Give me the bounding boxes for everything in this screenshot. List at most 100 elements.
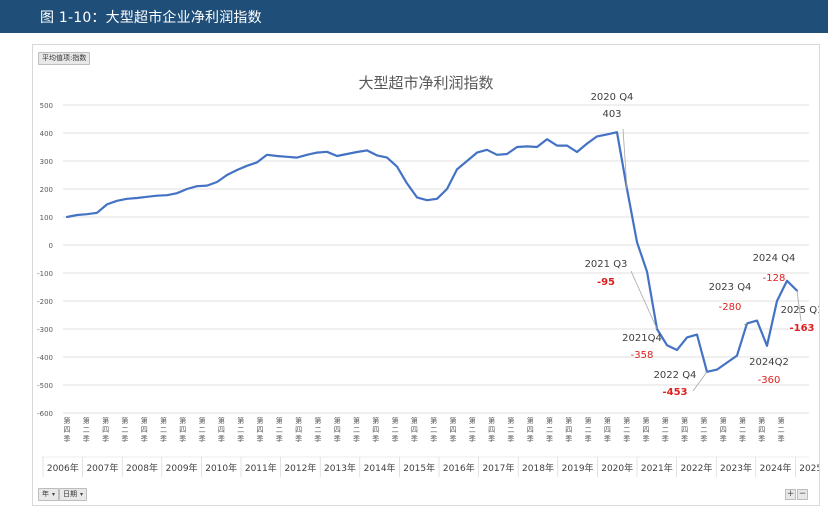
x-tick-label-quarter: 第四季 — [411, 416, 418, 443]
y-tick-label: -600 — [37, 410, 53, 418]
x-tick-label-quarter: 第四季 — [102, 416, 109, 443]
y-tick-label: 200 — [40, 186, 53, 194]
y-tick-label: 100 — [40, 214, 53, 222]
x-tick-label-quarter: 第二季 — [430, 416, 437, 443]
x-tick-label-quarter: 第四季 — [179, 416, 186, 443]
x-tick-label-quarter: 第二季 — [507, 416, 514, 443]
x-tick-label-quarter: 第四季 — [372, 416, 379, 443]
annotation-leader-line — [630, 270, 658, 330]
x-tick-label-quarter: 第四季 — [720, 416, 727, 443]
x-tick-label-quarter: 第四季 — [450, 416, 457, 443]
annotation-leader-line — [692, 371, 708, 392]
data-label: -358 — [631, 350, 654, 361]
annotation-period-label: 2021Q4 — [622, 333, 662, 344]
x-tick-label-quarter: 第二季 — [276, 416, 283, 443]
annotation-leader-line — [796, 290, 802, 322]
x-tick-label-year: 2012年 — [284, 462, 316, 474]
x-tick-label-year: 2009年 — [166, 462, 198, 474]
x-tick-label-quarter: 第二季 — [585, 416, 592, 443]
annotation-period-label: 2020 Q4 — [591, 92, 634, 103]
year-field-label: 年 — [42, 490, 49, 498]
data-label: -453 — [662, 387, 687, 398]
data-label: -163 — [789, 323, 814, 334]
x-tick-label-year: 2020年 — [601, 462, 633, 474]
year-field-button[interactable]: 年 ▾ — [38, 488, 60, 501]
chevron-down-icon: ▾ — [80, 491, 84, 498]
x-tick-label-quarter: 第二季 — [237, 416, 244, 443]
line-chart: 大型超市净利润指数 -600 -500 -400 -300 -200 -100 0 100 200… — [37, 74, 819, 477]
series-line-net-profit-index — [65, 131, 799, 373]
x-tick-label-quarter: 第二季 — [469, 416, 476, 443]
annotation-period-label: 2022 Q4 — [654, 370, 697, 381]
x-tick-label-quarter: 第四季 — [334, 416, 341, 443]
x-tick-label-year: 2016年 — [443, 462, 475, 474]
data-label: 403 — [602, 109, 621, 120]
x-tick-label-quarter: 第四季 — [604, 416, 611, 443]
x-tick-label-quarter: 第二季 — [700, 416, 707, 443]
x-tick-label-quarter: 第二季 — [314, 416, 321, 443]
x-tick-label-year: 2015年 — [403, 462, 435, 474]
value-field-button[interactable]: 平均值项:指数 — [38, 52, 91, 65]
x-tick-label-quarter: 第四季 — [681, 416, 688, 443]
y-tick-label: -200 — [37, 298, 53, 306]
x-tick-label-quarter: 第四季 — [488, 416, 495, 443]
x-tick-label-year: 2006年 — [47, 462, 79, 474]
x-tick-label-quarter: 第四季 — [527, 416, 534, 443]
x-tick-label-year: 2021年 — [641, 462, 673, 474]
data-label: -128 — [763, 273, 786, 284]
y-tick-label: 300 — [40, 158, 53, 166]
x-tick-label-year: 2023年 — [720, 462, 752, 474]
x-tick-label-quarter: 第二季 — [353, 416, 360, 443]
x-tick-label-year: 2008年 — [126, 462, 158, 474]
x-tick-label-quarter: 第四季 — [257, 416, 264, 443]
x-tick-label-quarter: 第二季 — [623, 416, 630, 443]
data-label: -360 — [758, 375, 781, 386]
x-tick-label-year: 2013年 — [324, 462, 356, 474]
x-tick-label-year: 2025年 — [799, 462, 819, 474]
x-tick-label-year: 2018年 — [522, 462, 554, 474]
chevron-down-icon: ▾ — [52, 491, 56, 498]
figure-title: 图 1-10：大型超市企业净利润指数 — [40, 10, 262, 26]
x-tick-label-quarter: 第二季 — [739, 416, 746, 443]
x-tick-label-year: 2014年 — [364, 462, 396, 474]
plus-icon: + — [786, 489, 795, 499]
x-tick-label-year: 2010年 — [205, 462, 237, 474]
x-tick-label-quarter: 第四季 — [643, 416, 650, 443]
value-field-label: 平均值项:指数 — [42, 54, 87, 62]
x-tick-label-quarter: 第二季 — [83, 416, 90, 443]
annotation-period-label: 2024 Q4 — [753, 253, 796, 264]
minus-icon: − — [798, 489, 807, 499]
x-tick-label-year: 2007年 — [86, 462, 118, 474]
y-tick-label: -300 — [37, 326, 53, 334]
annotation-period-label: 2024Q2 — [749, 357, 789, 368]
annotation-period-label: 2023 Q4 — [709, 282, 752, 293]
x-tick-label-quarter: 第四季 — [295, 416, 302, 443]
x-tick-label-year: 2011年 — [245, 462, 277, 474]
zoom-in-button[interactable]: + — [785, 489, 796, 500]
x-tick-label-quarter: 第二季 — [121, 416, 128, 443]
x-tick-label-quarter: 第四季 — [64, 416, 71, 443]
x-tick-label-quarter: 第二季 — [392, 416, 399, 443]
annotation-period-label: 2021 Q3 — [585, 259, 628, 270]
x-tick-label-year: 2022年 — [680, 462, 712, 474]
date-field-button[interactable]: 日期 ▾ — [59, 488, 88, 501]
date-field-label: 日期 — [63, 490, 77, 498]
y-tick-label: -400 — [37, 354, 53, 362]
x-tick-label-quarter: 第二季 — [778, 416, 785, 443]
x-tick-label-year: 2024年 — [760, 462, 792, 474]
y-tick-label: 500 — [40, 102, 53, 110]
x-tick-label-year: 2019年 — [562, 462, 594, 474]
x-tick-label-quarter: 第四季 — [141, 416, 148, 443]
x-tick-label-quarter: 第四季 — [758, 416, 765, 443]
data-label: -280 — [719, 302, 742, 313]
zoom-out-button[interactable]: − — [797, 489, 808, 500]
x-tick-label-quarter: 第二季 — [662, 416, 669, 443]
x-tick-label-year: 2017年 — [482, 462, 514, 474]
x-tick-label-quarter: 第四季 — [218, 416, 225, 443]
x-tick-label-quarter: 第二季 — [199, 416, 206, 443]
chart-title: 大型超市净利润指数 — [358, 74, 493, 92]
annotation-period-label: 2025 Q1 — [781, 305, 819, 316]
data-label: -95 — [597, 277, 615, 288]
y-tick-label: -500 — [37, 382, 53, 390]
y-tick-label: 0 — [49, 242, 53, 250]
